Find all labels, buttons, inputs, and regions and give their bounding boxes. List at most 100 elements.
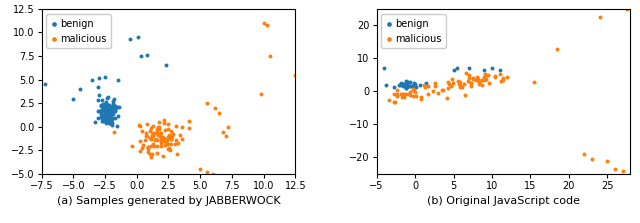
benign (106, 117, 116, 121)
malicious (147, 152, 157, 156)
benign (105, 119, 115, 123)
benign (102, 97, 112, 100)
benign (100, 116, 110, 119)
benign (104, 103, 115, 107)
benign (403, 80, 413, 84)
malicious (410, 91, 420, 94)
benign (104, 116, 114, 119)
benign (404, 80, 415, 84)
malicious (218, 130, 228, 133)
X-axis label: (b) Original JavaScript code: (b) Original JavaScript code (427, 196, 580, 206)
malicious (446, 78, 456, 81)
benign (99, 115, 109, 119)
benign (94, 93, 104, 97)
benign (115, 105, 125, 109)
malicious (433, 91, 443, 95)
malicious (147, 131, 157, 135)
malicious (145, 129, 156, 133)
malicious (166, 142, 177, 145)
malicious (145, 152, 155, 155)
benign (102, 105, 113, 109)
benign (464, 66, 474, 70)
benign (408, 84, 418, 87)
benign (395, 83, 405, 87)
benign (406, 84, 417, 87)
benign (102, 117, 113, 120)
benign (106, 118, 116, 122)
benign (90, 120, 100, 124)
benign (108, 101, 118, 105)
malicious (409, 88, 419, 91)
benign (96, 112, 106, 116)
benign (100, 114, 110, 117)
malicious (416, 95, 426, 98)
malicious (151, 137, 161, 141)
benign (379, 66, 389, 70)
benign (410, 82, 420, 86)
malicious (468, 76, 478, 79)
benign (104, 110, 114, 114)
malicious (256, 92, 266, 96)
benign (401, 79, 411, 83)
benign (104, 122, 114, 125)
benign (99, 118, 109, 122)
benign (93, 76, 104, 80)
benign (103, 116, 113, 119)
malicious (404, 90, 415, 94)
benign (101, 117, 111, 120)
malicious (466, 84, 476, 87)
malicious (155, 132, 165, 136)
benign (136, 54, 146, 58)
benign (95, 109, 106, 113)
benign (102, 116, 113, 119)
malicious (496, 79, 506, 83)
benign (396, 81, 406, 85)
malicious (454, 85, 465, 89)
malicious (148, 142, 158, 146)
malicious (444, 83, 454, 86)
benign (104, 108, 115, 111)
malicious (159, 136, 169, 140)
malicious (146, 144, 156, 148)
malicious (463, 79, 474, 83)
malicious (408, 87, 419, 91)
malicious (457, 85, 467, 89)
malicious (173, 141, 183, 145)
benign (101, 109, 111, 112)
malicious (175, 133, 185, 136)
benign (100, 106, 110, 109)
malicious (152, 145, 162, 148)
malicious (396, 93, 406, 96)
benign (104, 113, 114, 117)
benign (405, 84, 415, 88)
benign (104, 107, 115, 110)
benign (100, 105, 111, 109)
benign (93, 85, 103, 89)
malicious (455, 80, 465, 83)
benign (401, 86, 412, 89)
malicious (145, 136, 155, 140)
benign (103, 115, 113, 119)
malicious (166, 129, 176, 133)
malicious (484, 81, 494, 85)
benign (87, 78, 97, 81)
benign (106, 121, 116, 124)
malicious (404, 93, 414, 96)
benign (98, 107, 108, 111)
benign (68, 97, 79, 100)
malicious (392, 93, 403, 96)
malicious (159, 119, 169, 122)
malicious (579, 152, 589, 156)
benign (102, 110, 112, 114)
benign (102, 114, 113, 118)
benign (99, 105, 109, 109)
malicious (466, 81, 476, 84)
benign (101, 111, 111, 114)
malicious (146, 126, 156, 129)
benign (401, 83, 411, 87)
malicious (148, 134, 159, 138)
benign (100, 119, 110, 122)
malicious (411, 94, 421, 97)
benign (99, 118, 109, 122)
malicious (184, 119, 195, 123)
